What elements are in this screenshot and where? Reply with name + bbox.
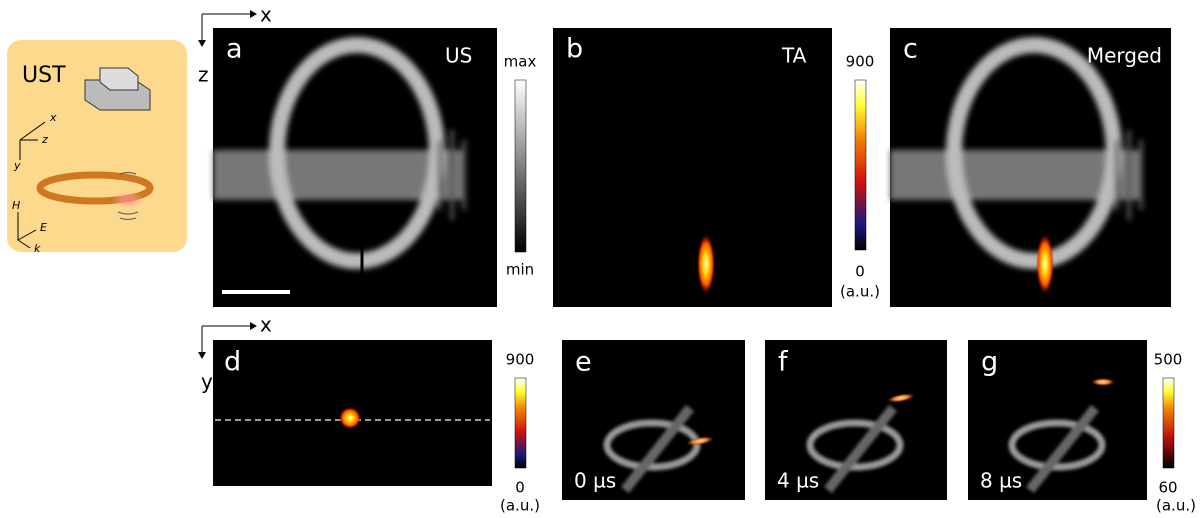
inset-axis: k <box>34 242 41 255</box>
panel-letter: f <box>778 347 789 378</box>
inset-axis: z <box>41 133 48 146</box>
panel-d: d <box>213 340 492 486</box>
axis-label: x <box>260 313 272 337</box>
panel-c: c Merged <box>890 28 1171 307</box>
panel-g: g 8 µs <box>968 340 1147 500</box>
colorbar <box>515 378 526 468</box>
panel-letter: b <box>566 34 583 65</box>
colorbar-max: 500 <box>1154 351 1183 369</box>
colorbar <box>855 80 866 250</box>
panel-label: 0 µs <box>574 469 616 493</box>
panel-label: TA <box>781 44 807 68</box>
panel-f: f 4 µs <box>765 340 947 500</box>
colorbar-min: 60 <box>1158 479 1177 497</box>
axis-label: z <box>198 63 209 87</box>
panel-letter: c <box>903 34 918 65</box>
colorbar-unit: (a.u.) <box>840 283 880 301</box>
colorbar <box>1163 378 1174 468</box>
panel-letter: d <box>224 347 241 378</box>
colorbar-max: 900 <box>846 53 875 71</box>
panel-letter: a <box>226 34 243 65</box>
panel-label: US <box>445 44 472 68</box>
inset-axis: H <box>12 199 20 212</box>
panel-label: Merged <box>1087 44 1162 68</box>
inset-axis: E <box>40 221 47 234</box>
colorbar-unit: (a.u.) <box>500 497 540 515</box>
axis-label: x <box>260 3 272 27</box>
panel-label: 4 µs <box>777 469 819 493</box>
inset-axis: x <box>49 111 57 124</box>
colorbar <box>515 80 526 252</box>
colorbar-min: min <box>506 261 534 279</box>
colorbar-max: 900 <box>506 351 535 369</box>
panel-letter: g <box>981 347 998 378</box>
inset: UST x z y H E k <box>7 40 187 255</box>
panel-letter: e <box>575 347 592 378</box>
figure: UST x z y H E k x z a US max min b TA 90… <box>0 0 1204 518</box>
panel-b: b TA <box>553 28 832 307</box>
panel-e: e 0 µs <box>562 340 745 500</box>
colorbar-max: max <box>504 53 537 71</box>
colorbar-unit: (a.u.) <box>1156 497 1196 515</box>
panel-a: a US <box>213 28 497 307</box>
panel-label: 8 µs <box>980 469 1022 493</box>
colorbar-min: 0 <box>515 479 525 497</box>
axis-label: y <box>201 370 213 394</box>
inset-axis: y <box>13 159 21 172</box>
inset-title: UST <box>22 63 66 88</box>
colorbar-min: 0 <box>855 263 865 281</box>
